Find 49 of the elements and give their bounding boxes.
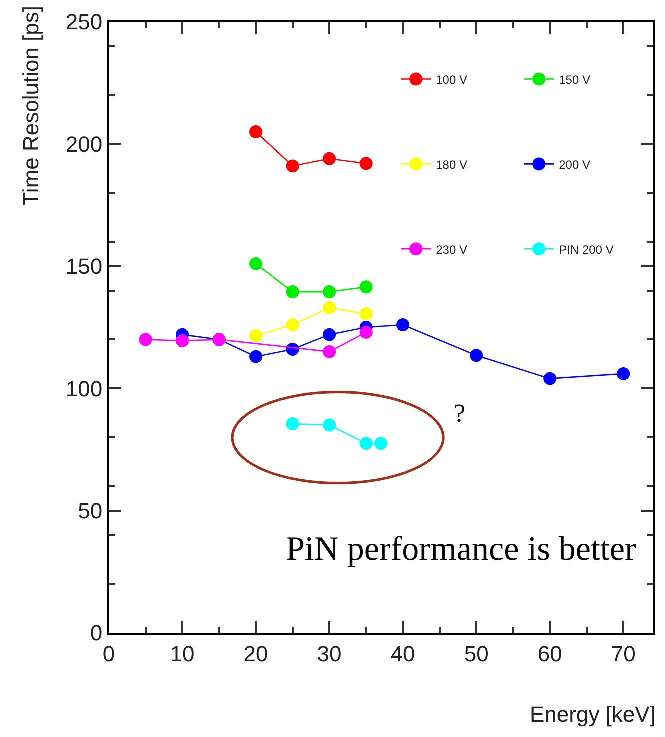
point — [323, 301, 336, 314]
x-tick-label: 20 — [244, 641, 268, 666]
point — [374, 437, 388, 450]
x-tick-label: 10 — [170, 641, 195, 666]
point — [360, 326, 373, 339]
point — [250, 350, 263, 364]
legend-label: 100 V — [436, 72, 468, 87]
annotation: ? — [454, 399, 466, 428]
point — [323, 328, 336, 342]
x-tick-label: 70 — [611, 641, 636, 666]
point — [360, 280, 373, 294]
point — [286, 286, 300, 299]
point — [470, 349, 484, 362]
point — [250, 125, 263, 138]
x-tick-label: 60 — [538, 641, 562, 666]
point — [544, 372, 557, 386]
point — [323, 418, 336, 432]
y-tick-label: 50 — [78, 498, 103, 524]
y-tick-label: 250 — [66, 10, 103, 35]
x-tick-label: 50 — [464, 641, 489, 666]
x-tick-label: 30 — [317, 641, 342, 666]
point — [396, 318, 410, 332]
point — [176, 334, 190, 348]
legend-label: 200 V — [559, 158, 590, 172]
point — [139, 333, 152, 346]
point — [286, 318, 300, 332]
legend-label: PIN 200 V — [559, 242, 614, 257]
point — [323, 286, 336, 299]
point — [360, 308, 373, 321]
legend-label: 150 V — [559, 72, 590, 87]
annotation: PiN performance is better — [286, 531, 637, 568]
y-tick-label: 0 — [90, 620, 103, 646]
point — [360, 437, 373, 450]
point — [250, 257, 263, 270]
point — [250, 330, 263, 343]
y-axis-title: Time Resolution [ps] — [18, 6, 44, 206]
point — [323, 152, 336, 166]
legend-label: 180 V — [436, 158, 468, 172]
y-tick-label: 150 — [66, 254, 103, 280]
x-axis-title: Energy [keV] — [530, 702, 656, 727]
x-tick-label: 40 — [390, 641, 416, 666]
y-tick-label: 100 — [66, 376, 103, 402]
point — [617, 367, 630, 380]
point — [286, 160, 300, 173]
legend-label: 230 V — [436, 242, 468, 257]
point — [286, 418, 300, 431]
y-tick-label: 200 — [66, 132, 103, 157]
point — [360, 157, 373, 170]
point — [323, 345, 336, 358]
